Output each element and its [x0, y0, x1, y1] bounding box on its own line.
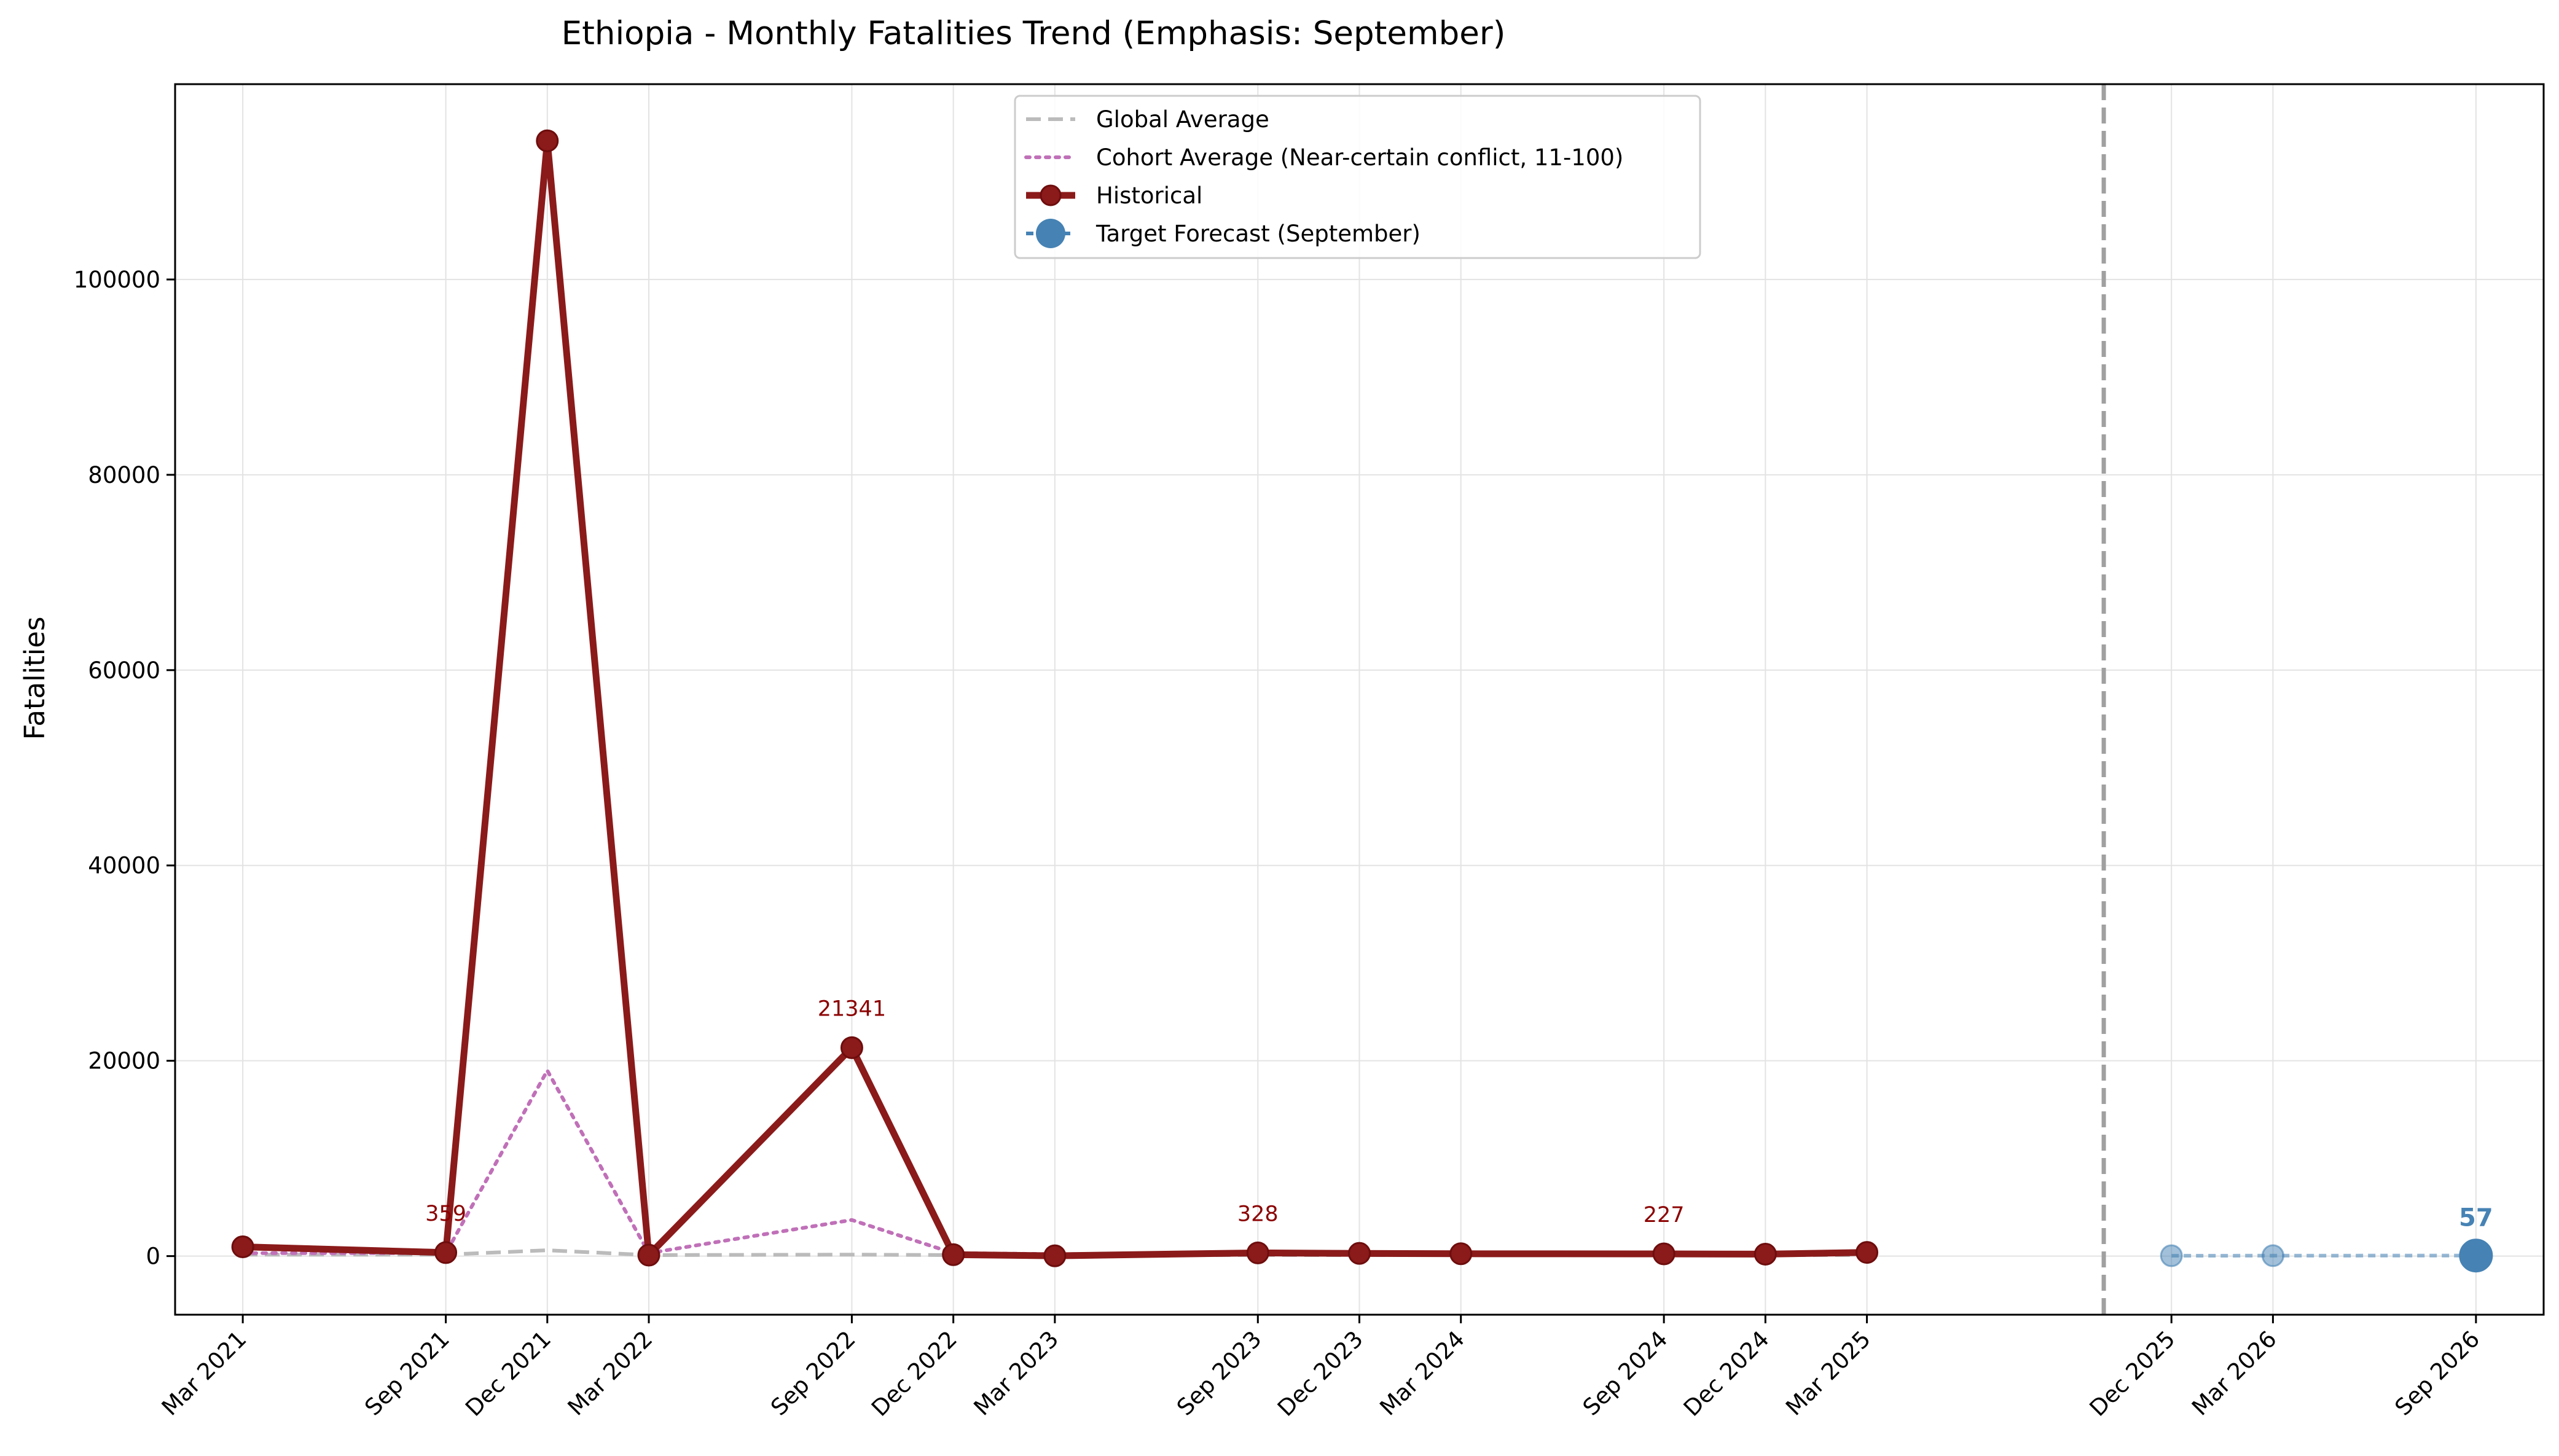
y-tick-label: 0 — [146, 1243, 160, 1270]
data-point — [536, 129, 559, 152]
x-tick-label: Dec 2024 — [1679, 1326, 1774, 1422]
legend-label: Target Forecast (September) — [1095, 221, 1421, 247]
forecast-point — [2160, 1244, 2183, 1267]
data-point — [1652, 1242, 1675, 1266]
x-tick-label: Dec 2025 — [2085, 1326, 2181, 1422]
data-point — [1856, 1241, 1879, 1264]
x-tick-label: Dec 2022 — [866, 1326, 962, 1422]
gridlines — [175, 84, 2544, 1315]
legend-label: Global Average — [1096, 106, 1269, 133]
x-tick-label: Sep 2023 — [1172, 1326, 1267, 1421]
legend-swatch-marker — [1040, 184, 1062, 206]
x-tick-label: Sep 2026 — [2390, 1326, 2485, 1421]
legend: Global Average Cohort Average (Near-certa… — [1014, 95, 1701, 259]
data-point — [942, 1243, 965, 1266]
data-annotations: 359 21341 328 227 57 — [425, 996, 2493, 1232]
x-tick-label: Dec 2023 — [1272, 1326, 1368, 1422]
legend-item: Target Forecast (September) — [1026, 219, 1421, 248]
data-point — [840, 1036, 863, 1059]
data-point — [637, 1243, 660, 1267]
data-label: 328 — [1237, 1202, 1279, 1226]
data-point — [231, 1235, 254, 1259]
data-point — [1348, 1242, 1371, 1265]
series-forecast-marker — [2160, 1239, 2493, 1273]
x-tick-label: Sep 2024 — [1578, 1326, 1673, 1421]
data-point — [434, 1241, 458, 1264]
x-tick-label: Mar 2021 — [157, 1326, 252, 1421]
data-point — [1043, 1244, 1067, 1267]
data-point — [1449, 1242, 1473, 1266]
legend-box — [1014, 95, 1701, 259]
x-tick-label: Dec 2021 — [460, 1326, 556, 1422]
data-label: 21341 — [818, 996, 886, 1021]
legend-swatch-marker — [1036, 219, 1065, 248]
chart-title: Ethiopia - Monthly Fatalities Trend (Emp… — [562, 15, 1506, 52]
forecast-point — [2459, 1239, 2493, 1273]
y-tick-label: 60000 — [88, 657, 160, 684]
forecast-point — [2261, 1244, 2284, 1267]
plot-series — [231, 84, 2493, 1315]
y-tick-label: 20000 — [88, 1048, 160, 1074]
y-tick-label: 40000 — [88, 853, 160, 879]
legend-item: Cohort Average (Near-certain conflict, 1… — [1024, 144, 1623, 171]
x-tick-label: Mar 2024 — [1374, 1326, 1470, 1421]
data-point — [1754, 1242, 1777, 1266]
y-tick-label: 100000 — [74, 267, 160, 293]
legend-item: Historical — [1026, 182, 1202, 209]
data-point — [1246, 1241, 1269, 1264]
y-axis-title: Fatalities — [18, 617, 51, 740]
legend-item: Global Average — [1026, 106, 1269, 133]
legend-label: Cohort Average (Near-certain conflict, 1… — [1096, 144, 1623, 171]
axes: 0 20000 40000 60000 80000 100000 Mar 2021 Sep 2… — [74, 267, 2485, 1422]
x-tick-label: Mar 2022 — [563, 1326, 658, 1421]
x-tick-label: Mar 2023 — [969, 1326, 1064, 1421]
data-label: 57 — [2459, 1204, 2493, 1232]
x-tick-label: Sep 2022 — [766, 1326, 861, 1421]
y-tick-label: 80000 — [88, 462, 160, 488]
x-tick-label: Mar 2025 — [1781, 1326, 1876, 1421]
x-tick-label: Mar 2026 — [2187, 1326, 2282, 1421]
data-label: 227 — [1644, 1203, 1685, 1227]
data-label: 359 — [425, 1202, 466, 1226]
legend-label: Historical — [1096, 182, 1202, 209]
x-tick-label: Sep 2021 — [359, 1326, 455, 1421]
series-solid-marker — [231, 129, 1879, 1267]
